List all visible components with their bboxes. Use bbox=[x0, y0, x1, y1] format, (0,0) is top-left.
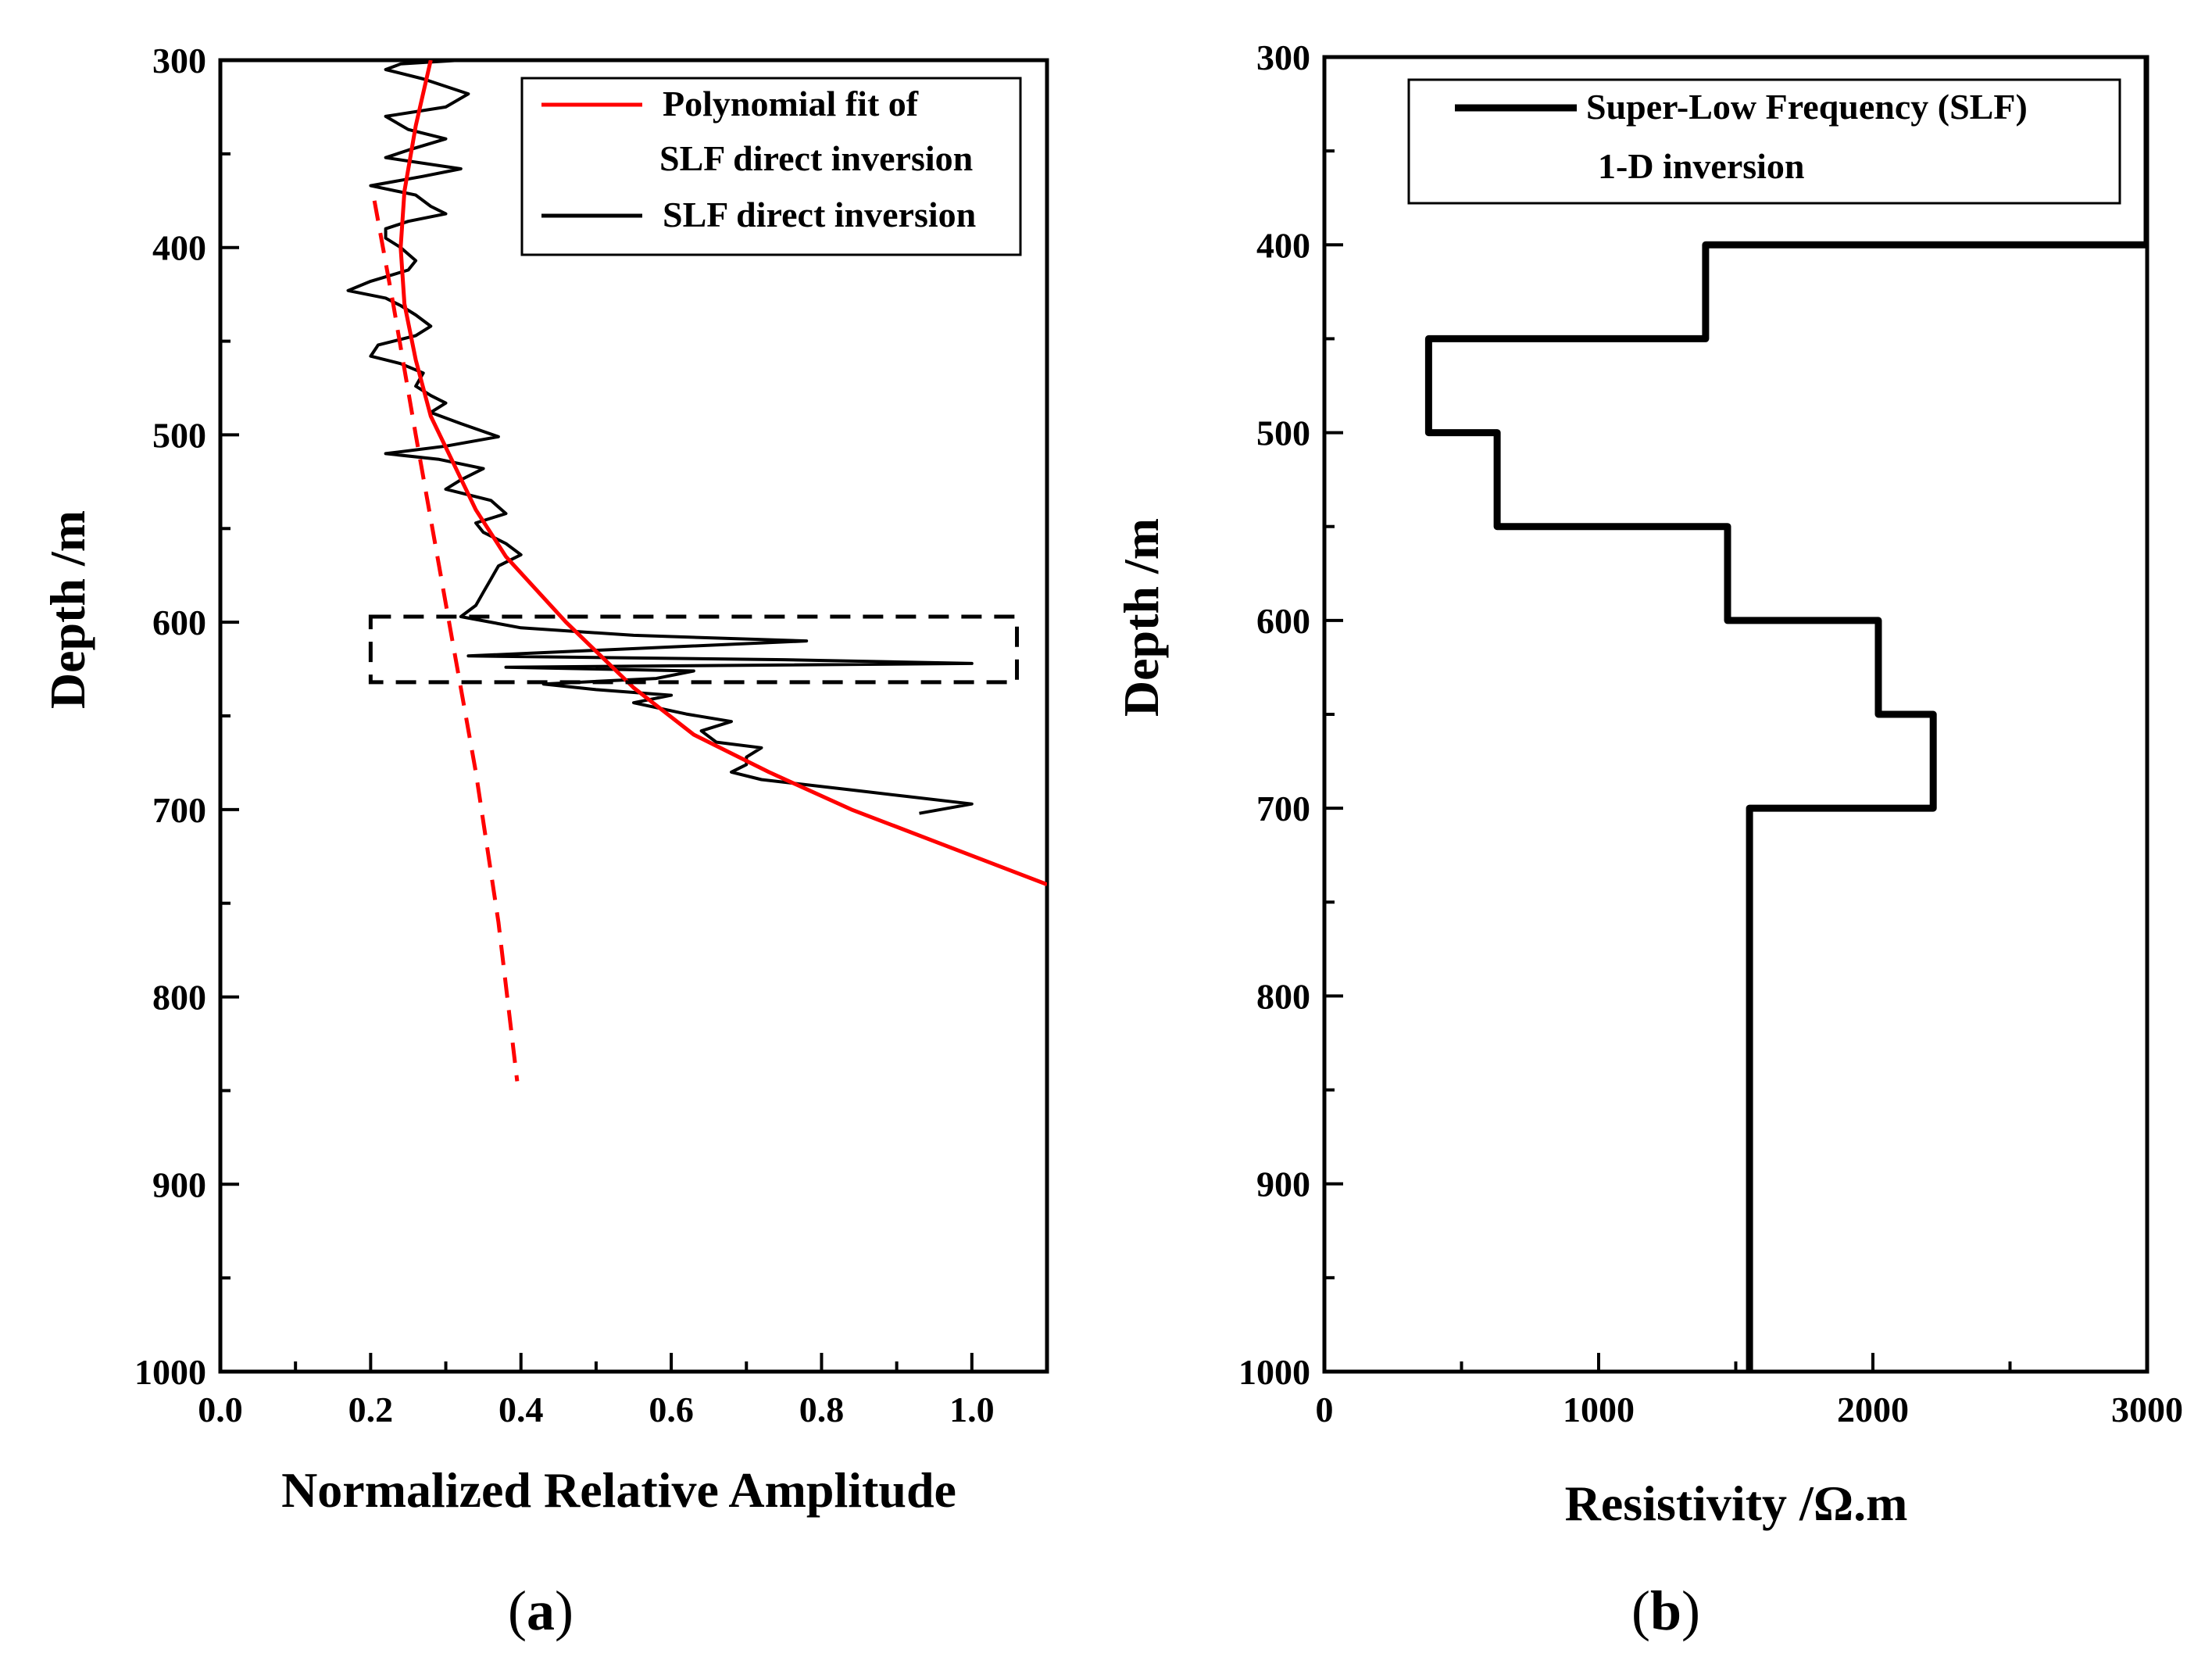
y-tick-label: 900 bbox=[152, 1165, 206, 1204]
x-tick-label: 0 bbox=[1316, 1390, 1334, 1429]
series-line-3 bbox=[372, 200, 520, 1082]
series-line-1 bbox=[346, 60, 974, 815]
y-tick-label: 600 bbox=[1256, 601, 1310, 641]
annotation-box-group-a bbox=[368, 614, 1020, 685]
y-tick-label: 900 bbox=[1256, 1165, 1310, 1204]
y-tick-label: 800 bbox=[1256, 976, 1310, 1016]
x-tick-label: 0.0 bbox=[198, 1390, 243, 1429]
series-line-1 bbox=[1424, 57, 2147, 1372]
y-tick-label: 700 bbox=[1256, 789, 1310, 828]
legend-label: 1-D inversion bbox=[1598, 146, 1805, 186]
y-axis-title-b: Depth /m bbox=[1113, 518, 1169, 717]
y-tick-label: 300 bbox=[152, 41, 206, 80]
panel-label-b-letter: b bbox=[1650, 1580, 1681, 1642]
legend-label: SLF direct inversion bbox=[659, 138, 973, 178]
y-tick-label: 700 bbox=[152, 790, 206, 830]
legend-b: Super-Low Frequency (SLF) 1-D inversion bbox=[1407, 78, 2121, 205]
y-tick-label: 800 bbox=[152, 978, 206, 1018]
panel-label-a-letter: a bbox=[527, 1580, 555, 1642]
x-axis-title-b: Resistivity /Ω.m bbox=[1565, 1476, 1908, 1531]
x-tick-label: 1000 bbox=[1563, 1390, 1635, 1429]
x-tick-label: 0.8 bbox=[799, 1390, 845, 1429]
y-axis-title-a: Depth /m bbox=[40, 510, 95, 709]
legend-label: SLF direct inversion bbox=[663, 195, 976, 234]
y-tick-label: 500 bbox=[1256, 413, 1310, 453]
y-tick-label: 300 bbox=[1256, 38, 1310, 77]
x-tick-label: 0.2 bbox=[348, 1390, 394, 1429]
x-tick-label: 0.6 bbox=[649, 1390, 694, 1429]
x-axis-title-a: Normalized Relative Amplitude bbox=[281, 1462, 956, 1518]
legend-box bbox=[1407, 78, 2121, 205]
panel-label-a: (a) bbox=[508, 1580, 574, 1642]
legend-label: Super-Low Frequency (SLF) bbox=[1586, 87, 2028, 127]
y-tick-label: 400 bbox=[1256, 225, 1310, 265]
y-tick-label: 400 bbox=[152, 228, 206, 268]
dashed-highlight-box bbox=[368, 614, 1020, 685]
series-group-a bbox=[346, 60, 1047, 1082]
y-tick-label: 1000 bbox=[1238, 1352, 1310, 1392]
x-tick-label: 1.0 bbox=[949, 1390, 995, 1429]
y-tick-label: 1000 bbox=[134, 1352, 206, 1392]
series-group-b bbox=[1424, 57, 2147, 1372]
x-tick-label: 0.4 bbox=[499, 1390, 544, 1429]
legend-label: Polynomial fit of bbox=[663, 84, 919, 123]
y-tick-label: 500 bbox=[152, 415, 206, 455]
x-tick-label: 2000 bbox=[1837, 1390, 1909, 1429]
legend-box bbox=[520, 77, 1022, 256]
legend-a: Polynomial fit of SLF direct inversion SLF… bbox=[520, 77, 1022, 256]
panel-label-b: (b) bbox=[1631, 1580, 1700, 1642]
y-tick-label: 600 bbox=[152, 603, 206, 642]
x-tick-label: 3000 bbox=[2111, 1390, 2183, 1429]
series-line-2 bbox=[398, 60, 1047, 887]
